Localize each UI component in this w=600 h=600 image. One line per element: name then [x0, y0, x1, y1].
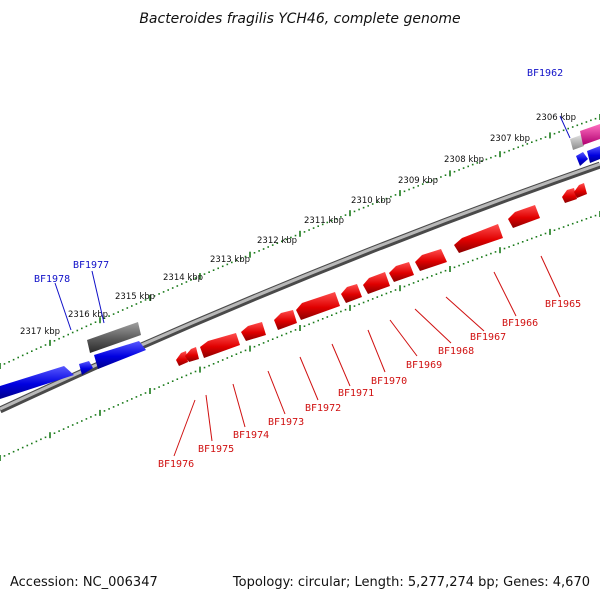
scale-label: 2314 kbp [163, 273, 203, 283]
gene-arrow-reverse[interactable] [389, 262, 414, 282]
gene-label[interactable]: BF1970 [371, 376, 407, 387]
gene-arrow-reverse[interactable] [200, 333, 240, 358]
gene-label[interactable]: BF1969 [406, 360, 442, 371]
gene-label[interactable]: BF1968 [438, 346, 474, 357]
gene-label[interactable]: BF1976 [158, 459, 194, 470]
gene-arrow-reverse[interactable] [562, 188, 577, 203]
connector-line [299, 356, 319, 401]
map-title: Bacteroides fragilis YCH46, complete gen… [139, 11, 460, 27]
scale-label: 2307 kbp [490, 134, 530, 144]
outer-ruler [0, 114, 600, 369]
scale-label: 2310 kbp [351, 196, 391, 206]
gene-label[interactable]: BF1962 [527, 68, 563, 79]
scale-labels: 2306 kbp 2307 kbp 2308 kbp 2309 kbp 2310… [20, 113, 576, 337]
connector-line [267, 370, 286, 415]
gene-label[interactable]: BF1967 [470, 332, 506, 343]
connector-line [493, 271, 517, 317]
gene-arrow-reverse[interactable] [574, 183, 587, 198]
gene-label[interactable]: BF1974 [233, 430, 269, 441]
gene-arrow-reverse[interactable] [454, 224, 503, 253]
gene-arrow-pseudo[interactable] [87, 322, 141, 353]
scale-label: 2313 kbp [210, 255, 250, 265]
lower-gene-labels: BF1965 BF1966 BF1967 BF1968 BF1969 BF197… [158, 299, 581, 470]
gene-arrow-reverse[interactable] [415, 249, 447, 271]
gene-label[interactable]: BF1978 [34, 274, 70, 285]
forward-strand-features [0, 124, 600, 399]
gene-arrow-reverse[interactable] [274, 310, 297, 330]
gene-arrow-forward[interactable] [0, 366, 74, 399]
connector-line [173, 399, 196, 457]
connector-line [205, 394, 213, 442]
gene-arrow-forward[interactable] [576, 152, 588, 166]
scale-label: 2309 kbp [398, 176, 438, 186]
gene-arrow-reverse[interactable] [185, 347, 199, 362]
connector-line [414, 308, 452, 344]
connector-line [559, 115, 571, 139]
gene-arrow-forward[interactable] [587, 146, 600, 163]
scale-label: 2312 kbp [257, 236, 297, 246]
gene-arrow-reverse[interactable] [363, 272, 390, 294]
label-connectors [54, 115, 571, 457]
gene-label[interactable]: BF1975 [198, 444, 234, 455]
connector-line [367, 329, 386, 373]
gene-arrow-reverse[interactable] [176, 351, 188, 366]
genome-backbone [0, 161, 600, 414]
gene-label[interactable]: BF1973 [268, 417, 304, 428]
genome-summary-text: Topology: circular; Length: 5,277,274 bp… [232, 575, 590, 590]
scale-label: 2311 kbp [304, 216, 344, 226]
gene-arrow-reverse[interactable] [341, 284, 362, 303]
gene-label[interactable]: BF1972 [305, 403, 341, 414]
reverse-strand-features [176, 183, 587, 366]
connector-line [331, 343, 351, 387]
gene-arrow-rna[interactable] [580, 124, 600, 145]
upper-gene-labels: BF1962 BF1977 BF1978 [34, 68, 563, 285]
scale-label: 2315 kbp [115, 292, 155, 302]
gene-label[interactable]: BF1966 [502, 318, 538, 329]
scale-label: 2316 kbp [68, 310, 108, 320]
connector-line [389, 319, 418, 357]
scale-label: 2317 kbp [20, 327, 60, 337]
accession-text: Accession: NC_006347 [10, 575, 158, 590]
inner-ruler [0, 211, 600, 461]
scale-label: 2306 kbp [536, 113, 576, 123]
gene-label[interactable]: BF1977 [73, 260, 109, 271]
gene-arrow-forward[interactable] [79, 361, 93, 375]
connector-line [445, 296, 485, 332]
scale-label: 2308 kbp [444, 155, 484, 165]
gene-arrow-pseudo-light[interactable] [570, 135, 584, 150]
connector-line [54, 282, 72, 331]
gene-arrow-reverse[interactable] [296, 292, 340, 320]
gene-label[interactable]: BF1965 [545, 299, 581, 310]
connector-line [540, 255, 561, 298]
connector-line [232, 383, 246, 428]
connector-line [91, 270, 105, 324]
gene-arrow-forward[interactable] [94, 341, 146, 369]
gene-arrow-reverse[interactable] [508, 205, 540, 228]
gene-label[interactable]: BF1971 [338, 388, 374, 399]
gene-arrow-reverse[interactable] [241, 322, 266, 341]
